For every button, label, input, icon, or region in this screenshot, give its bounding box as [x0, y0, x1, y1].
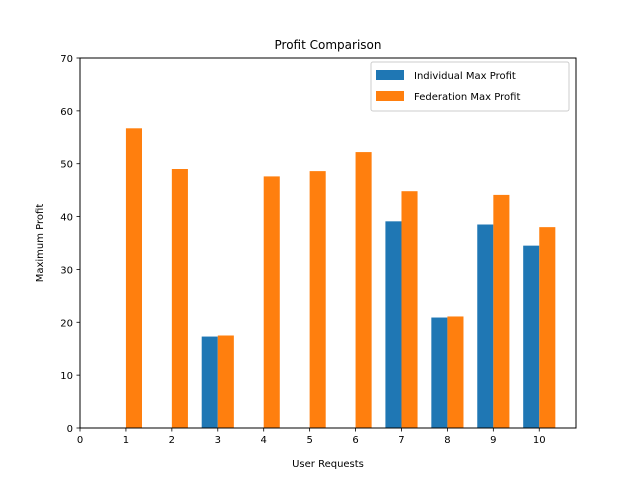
bar-federation-7: [401, 191, 418, 428]
y-tick-label: 50: [60, 160, 73, 171]
y-tick-label: 0: [67, 424, 73, 435]
legend: Individual Max Profit Federation Max Prof…: [370, 61, 570, 112]
bar-individual-3: [201, 336, 218, 428]
x-tick-label: 3: [215, 435, 221, 446]
bar-federation-4: [263, 176, 280, 428]
bar-individual-9: [477, 224, 494, 428]
legend-swatch-individual: [376, 70, 404, 80]
y-tick-label: 40: [60, 213, 73, 224]
bar-individual-8: [431, 317, 448, 428]
x-tick-label: 2: [169, 435, 175, 446]
legend-box: [370, 61, 570, 112]
bar-individual-7: [385, 221, 402, 428]
bar-federation-5: [309, 171, 326, 428]
y-axis-label: Maximum Profit: [35, 204, 46, 283]
legend-label-individual: Individual Max Profit: [414, 71, 516, 82]
bar-federation-3: [217, 335, 234, 428]
x-tick-label: 0: [77, 435, 83, 446]
bar-federation-8: [447, 316, 464, 428]
y-tick-label: 20: [60, 318, 73, 329]
x-tick-label: 7: [398, 435, 404, 446]
y-axis-ticks: 0 10 20 30 40 50 60 70: [60, 54, 80, 435]
legend-swatch-federation: [376, 91, 404, 101]
x-tick-label: 9: [490, 435, 496, 446]
y-tick-label: 70: [60, 54, 73, 65]
x-tick-label: 10: [533, 435, 546, 446]
bar-federation-6: [355, 152, 372, 429]
plot-frame: [79, 57, 577, 429]
x-tick-label: 8: [444, 435, 450, 446]
bar-federation-10: [539, 227, 556, 428]
x-tick-label: 5: [306, 435, 312, 446]
x-axis-ticks: 0 1 2 3 4 5 6 7 8 9 10: [77, 428, 546, 446]
bar-federation-9: [493, 194, 510, 428]
y-tick-label: 10: [60, 371, 73, 382]
y-tick-label: 60: [60, 107, 73, 118]
y-tick-label: 30: [60, 265, 73, 276]
x-axis-label: User Requests: [292, 459, 364, 470]
legend-label-federation: Federation Max Profit: [414, 92, 520, 103]
bar-federation-1: [125, 128, 142, 429]
x-tick-label: 1: [123, 435, 129, 446]
chart-title: Profit Comparison: [275, 38, 382, 52]
bar-federation-2: [171, 169, 188, 428]
x-tick-label: 4: [261, 435, 267, 446]
bars-layer: [125, 128, 556, 429]
bar-individual-10: [523, 245, 540, 428]
x-tick-label: 6: [352, 435, 358, 446]
